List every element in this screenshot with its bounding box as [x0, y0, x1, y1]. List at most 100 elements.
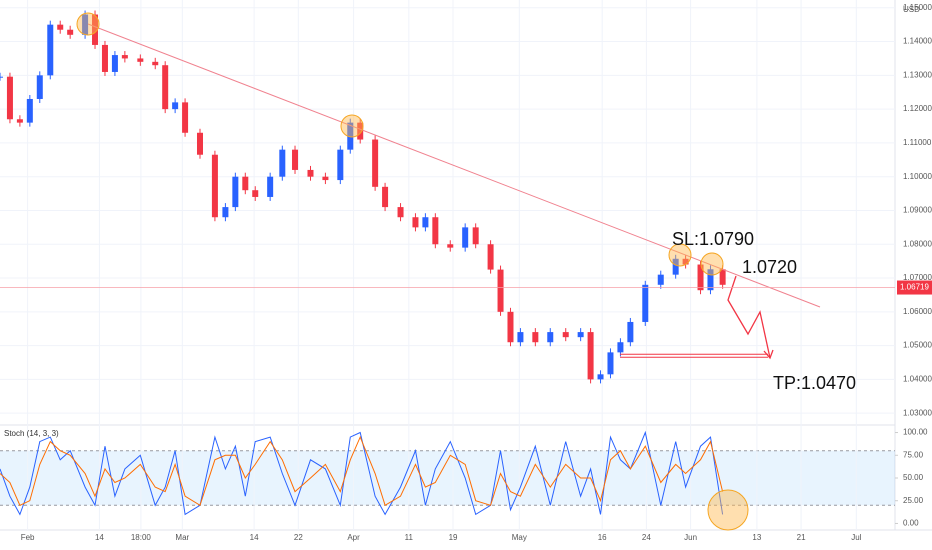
x-tick-label: 21: [797, 533, 806, 542]
candle: [607, 352, 614, 375]
last-price-tag: [897, 280, 932, 295]
x-tick-label: Jul: [851, 533, 861, 542]
candle: [382, 186, 389, 208]
x-tick-label: 13: [752, 533, 761, 542]
candle: [211, 154, 218, 218]
candle: [547, 332, 554, 343]
indicator-tick-label: 25.00: [903, 496, 924, 505]
candle: [682, 258, 689, 265]
plot: [0, 0, 895, 530]
candle: [719, 269, 726, 285]
y-tick-label: 1.14000: [903, 37, 932, 46]
candle: [462, 227, 469, 248]
sl-annotation: SL:1.0790: [672, 229, 754, 249]
x-tick-label: 22: [294, 533, 303, 542]
last-price-label: 1.06719: [900, 283, 929, 292]
candle: [267, 176, 274, 197]
x-tick-label: May: [512, 533, 527, 542]
projection-path: [727, 275, 771, 359]
x-tick-label: Jun: [684, 533, 697, 542]
candle: [597, 374, 604, 380]
candle: [422, 217, 429, 228]
y-tick-label: 1.04000: [903, 375, 932, 384]
touch-circle: [340, 114, 364, 138]
y-tick-label: 1.15000: [903, 3, 932, 12]
y-tick-label: 1.13000: [903, 70, 932, 79]
y-tick-label: 1.11000: [903, 138, 932, 147]
candle: [101, 44, 108, 72]
indicator-tick-label: 50.00: [903, 473, 924, 482]
candle: [322, 176, 329, 181]
y-tick-label: 1.10000: [903, 172, 932, 181]
x-tick-label: 14: [95, 533, 104, 542]
candle: [487, 244, 494, 270]
touch-circle: [700, 252, 724, 276]
candle: [432, 217, 439, 245]
candle: [172, 102, 179, 110]
candle: [517, 332, 524, 343]
candle: [252, 190, 259, 197]
candle: [507, 311, 514, 343]
y-tick-label: 1.09000: [903, 206, 932, 215]
candle: [697, 264, 704, 291]
y-tick-label: 1.07000: [903, 273, 932, 282]
candle: [472, 227, 479, 245]
touch-circle: [668, 243, 692, 267]
stoch-line: [0, 435, 724, 507]
x-tick-label: Apr: [347, 533, 360, 542]
candle: [672, 258, 679, 275]
candle: [137, 58, 144, 62]
x-tick-label: 19: [449, 533, 458, 542]
indicator-tick-label: 100.00: [903, 428, 928, 437]
indicator-tick-label: 75.00: [903, 450, 924, 459]
x-tick-label: 24: [642, 533, 651, 542]
stoch-line: [0, 430, 724, 516]
candle: [587, 332, 594, 380]
candle: [397, 207, 404, 218]
y-tick-label: 1.05000: [903, 341, 932, 350]
candle: [617, 342, 624, 353]
y-tick-label: 1.12000: [903, 104, 932, 113]
candle: [162, 65, 169, 110]
candle: [292, 149, 299, 170]
candle: [152, 61, 159, 66]
candle: [562, 332, 569, 338]
candle: [707, 269, 714, 291]
tp-annotation: TP:1.0470: [773, 373, 856, 393]
y-tick-label: 1.03000: [903, 408, 932, 417]
candle: [222, 207, 229, 218]
candle: [447, 244, 454, 248]
candle: [577, 332, 584, 338]
x-tick-label: 11: [405, 533, 414, 542]
candle: [182, 102, 189, 133]
x-tick-label: 14: [250, 533, 259, 542]
candle: [232, 176, 239, 208]
candle: [196, 132, 203, 155]
candle: [0, 76, 3, 78]
candle: [657, 274, 664, 285]
candle: [47, 24, 54, 76]
candle: [6, 76, 13, 120]
currency-label: USD: [903, 5, 920, 14]
y-tick-label: 1.06000: [903, 307, 932, 316]
candle: [92, 14, 99, 45]
candle: [642, 284, 649, 322]
candle: [412, 217, 419, 228]
candle: [357, 122, 364, 140]
x-tick-label: Feb: [21, 533, 35, 542]
candle: [67, 29, 74, 35]
candle: [307, 169, 314, 177]
projection-arrowhead: [763, 349, 774, 360]
x-tick-label: 16: [598, 533, 607, 542]
candle: [279, 149, 286, 177]
candle: [627, 321, 634, 343]
candle: [372, 139, 379, 187]
entry-annotation: 1.0720: [742, 257, 797, 277]
candle: [16, 119, 23, 123]
stoch-circle: [707, 489, 749, 531]
candle: [111, 55, 118, 72]
candle: [532, 332, 539, 343]
candle: [242, 176, 249, 191]
